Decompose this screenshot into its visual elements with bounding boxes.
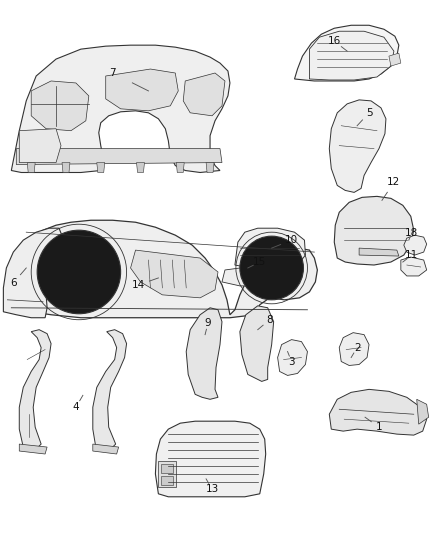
Polygon shape (9, 220, 318, 318)
Text: 12: 12 (387, 177, 400, 188)
Text: 15: 15 (253, 257, 266, 267)
Polygon shape (11, 45, 230, 173)
Polygon shape (97, 163, 105, 173)
Text: 18: 18 (405, 228, 418, 238)
Text: 14: 14 (132, 280, 145, 290)
Text: 2: 2 (354, 343, 360, 352)
Polygon shape (186, 308, 222, 399)
Circle shape (25, 134, 49, 158)
Polygon shape (106, 69, 178, 111)
Polygon shape (131, 250, 218, 298)
Circle shape (201, 362, 207, 367)
Text: 16: 16 (328, 36, 341, 46)
Polygon shape (4, 228, 63, 318)
Text: 3: 3 (288, 357, 295, 367)
Circle shape (255, 357, 260, 362)
Circle shape (31, 140, 43, 151)
Polygon shape (401, 257, 427, 276)
Polygon shape (222, 268, 278, 286)
Circle shape (37, 230, 120, 314)
Polygon shape (278, 340, 307, 375)
Polygon shape (161, 464, 173, 473)
Circle shape (240, 236, 304, 300)
Circle shape (201, 322, 207, 327)
Polygon shape (159, 461, 176, 487)
Circle shape (349, 128, 365, 144)
Polygon shape (294, 25, 399, 81)
Text: 6: 6 (10, 278, 17, 288)
Text: 9: 9 (205, 318, 212, 328)
Polygon shape (240, 306, 274, 382)
Text: 7: 7 (110, 68, 116, 78)
Polygon shape (359, 248, 399, 256)
Polygon shape (62, 163, 70, 173)
Circle shape (201, 342, 207, 347)
Polygon shape (389, 53, 401, 66)
Polygon shape (16, 149, 222, 165)
Polygon shape (329, 100, 386, 192)
Text: 1: 1 (376, 422, 382, 432)
Circle shape (43, 250, 63, 270)
Circle shape (201, 382, 207, 387)
Polygon shape (309, 31, 394, 80)
Text: 13: 13 (205, 484, 219, 494)
Polygon shape (329, 389, 427, 435)
Polygon shape (404, 235, 427, 255)
Text: 5: 5 (366, 108, 372, 118)
Polygon shape (31, 81, 89, 131)
Circle shape (11, 246, 55, 290)
Text: 11: 11 (405, 250, 418, 260)
Polygon shape (176, 163, 184, 173)
Polygon shape (206, 163, 214, 173)
Circle shape (255, 339, 260, 344)
Circle shape (255, 319, 260, 324)
Polygon shape (19, 129, 61, 163)
Polygon shape (417, 399, 429, 424)
Polygon shape (19, 330, 51, 449)
Text: 10: 10 (285, 235, 298, 245)
Text: 4: 4 (73, 402, 79, 412)
Polygon shape (27, 163, 35, 173)
Polygon shape (339, 333, 369, 366)
Polygon shape (183, 73, 225, 116)
Polygon shape (334, 196, 414, 265)
Text: 8: 8 (266, 314, 273, 325)
Polygon shape (93, 444, 119, 454)
Circle shape (19, 254, 47, 282)
Polygon shape (31, 240, 81, 278)
Polygon shape (155, 421, 266, 497)
Polygon shape (161, 476, 173, 485)
Polygon shape (137, 163, 145, 173)
Polygon shape (93, 330, 127, 449)
Polygon shape (235, 228, 305, 268)
Polygon shape (19, 444, 47, 454)
